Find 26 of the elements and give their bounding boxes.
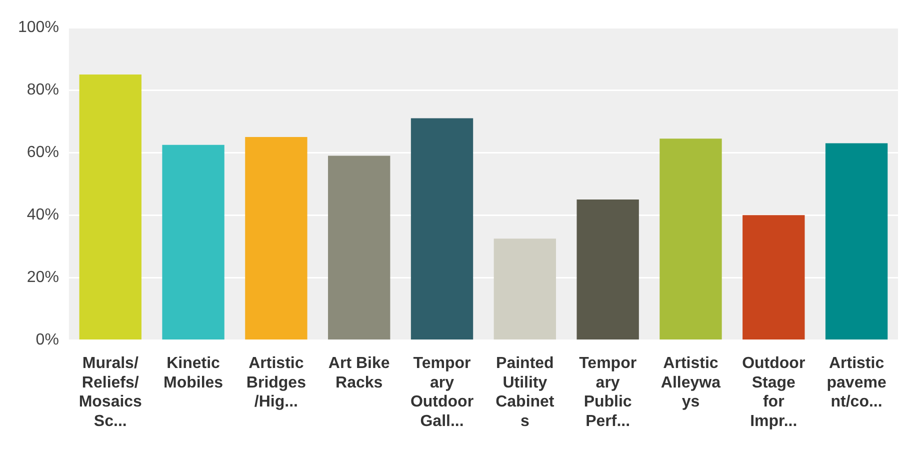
bar bbox=[328, 156, 390, 340]
bar bbox=[742, 215, 805, 340]
y-tick-label: 40% bbox=[26, 206, 59, 224]
x-tick-label: Temporary Outdoor Gall... bbox=[410, 355, 474, 430]
x-tick-label: Kinetic Mobiles bbox=[164, 355, 224, 392]
x-tick-label: Artistic pavement/co... bbox=[826, 355, 886, 411]
x-tick-label: Outdoor Stage for Impr... bbox=[742, 355, 806, 430]
x-tick-label: Painted Utility Cabinets bbox=[496, 355, 555, 430]
y-tick-label: 80% bbox=[26, 82, 59, 99]
x-tick-label: Artistic Alleyways bbox=[660, 355, 721, 411]
y-tick-label: 100% bbox=[18, 19, 59, 36]
bar bbox=[825, 143, 888, 340]
x-tick-label: Art Bike Racks bbox=[328, 355, 390, 392]
y-tick-label: 20% bbox=[26, 269, 59, 286]
bar bbox=[576, 200, 639, 340]
x-tick-label: Artistic Bridges/Hig... bbox=[246, 355, 306, 411]
y-tick-label: 60% bbox=[26, 144, 59, 162]
bar bbox=[245, 137, 308, 340]
bar bbox=[494, 238, 556, 340]
y-tick-label: 0% bbox=[36, 332, 59, 349]
bar bbox=[162, 144, 224, 340]
x-tick-label: Murals/Reliefs/Mosaics Sc... bbox=[78, 355, 142, 430]
bar bbox=[79, 74, 142, 340]
bar bbox=[660, 138, 722, 340]
bar bbox=[410, 118, 474, 340]
x-tick-label: Temporary Public Perf... bbox=[579, 355, 637, 430]
